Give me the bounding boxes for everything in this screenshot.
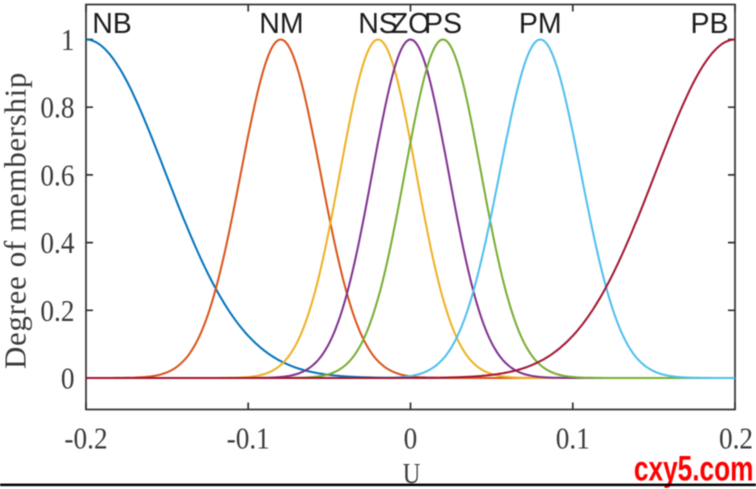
- svg-text:0.8: 0.8: [40, 91, 74, 125]
- svg-text:Degree of membership: Degree of membership: [0, 72, 33, 369]
- svg-text:cxy5.com: cxy5.com: [634, 449, 754, 489]
- svg-text:PB: PB: [690, 8, 728, 40]
- svg-text:PM: PM: [519, 8, 562, 40]
- svg-text:0.4: 0.4: [40, 227, 74, 261]
- svg-text:NB: NB: [92, 8, 132, 40]
- svg-text:NM: NM: [259, 8, 303, 40]
- svg-text:0: 0: [404, 422, 418, 456]
- svg-text:U: U: [403, 457, 421, 489]
- svg-text:0.6: 0.6: [40, 159, 74, 193]
- svg-text:-0.2: -0.2: [64, 422, 107, 456]
- svg-text:0.2: 0.2: [719, 422, 753, 456]
- svg-text:NS: NS: [358, 8, 398, 40]
- svg-text:0: 0: [61, 362, 75, 396]
- svg-text:ZO: ZO: [391, 8, 431, 40]
- svg-text:PS: PS: [424, 8, 462, 40]
- svg-text:0.2: 0.2: [40, 294, 74, 328]
- svg-text:0.1: 0.1: [556, 422, 590, 456]
- svg-text:1: 1: [61, 23, 75, 57]
- svg-text:-0.1: -0.1: [227, 422, 270, 456]
